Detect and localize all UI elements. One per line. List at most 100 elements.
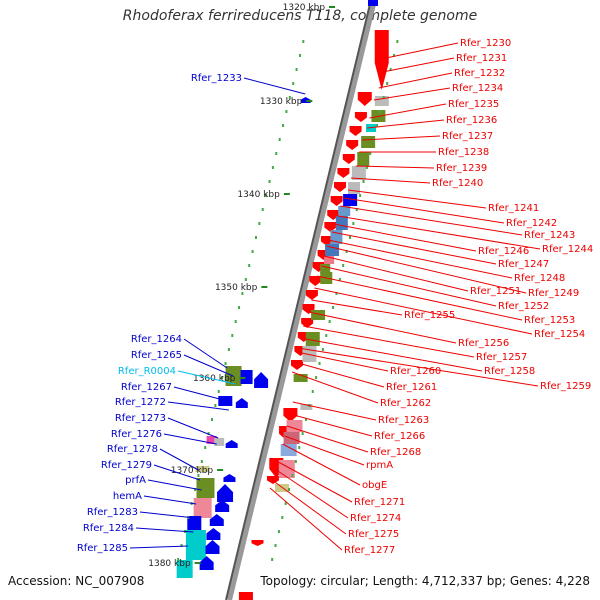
right-label-leader <box>282 443 361 486</box>
forward-gene-arrow <box>205 540 220 554</box>
grid-dot <box>355 208 358 211</box>
right-label-leader <box>378 72 453 89</box>
grid-dot <box>197 474 200 477</box>
left-gene-label: Rfer_1265 <box>131 350 182 361</box>
right-gene-label: Rfer_1243 <box>524 230 575 241</box>
grid-dot <box>325 334 328 337</box>
grid-dot <box>359 194 362 197</box>
right-gene-label: Rfer_1274 <box>350 513 401 524</box>
forward-gene-arrow <box>217 484 234 502</box>
grid-dot <box>304 418 307 421</box>
right-label-leader <box>327 239 513 279</box>
left-gene-label: Rfer_1279 <box>101 460 152 471</box>
feature-block <box>357 152 370 166</box>
left-label-leader <box>139 511 195 519</box>
right-label-leader <box>326 245 527 294</box>
right-label-leader <box>278 461 353 503</box>
feature-block <box>187 516 202 530</box>
feature-block <box>193 498 212 518</box>
right-gene-label: Rfer_1277 <box>344 545 395 556</box>
reverse-gene-arrow <box>283 408 298 422</box>
feature-block <box>351 166 366 180</box>
feature-block <box>338 206 351 216</box>
right-gene-label: Rfer_1256 <box>458 338 509 349</box>
grid-dot <box>238 306 241 309</box>
accession-label: Accession: NC_007908 <box>8 574 145 588</box>
grid-dot <box>231 334 234 337</box>
grid-dot <box>352 222 355 225</box>
feature-block <box>300 404 313 410</box>
feature-block <box>176 560 193 578</box>
right-gene-label: Rfer_1240 <box>432 178 483 189</box>
grid-dot <box>271 166 274 169</box>
left-label-leader <box>243 77 306 95</box>
grid-dot <box>261 208 264 211</box>
grid-dot <box>277 530 280 533</box>
grid-dot <box>369 152 372 155</box>
map-title: Rhodoferax ferrireducens T118, complete … <box>122 8 478 24</box>
grid-dot <box>294 460 297 463</box>
right-label-leader <box>297 347 539 387</box>
feature-block <box>293 374 308 382</box>
reverse-gene-arrow <box>349 126 362 136</box>
feature-block <box>324 256 335 264</box>
right-label-leader <box>317 275 523 321</box>
feature-block <box>280 444 297 456</box>
left-label-leader <box>183 338 228 369</box>
left-gene-label: Rfer_1267 <box>121 382 172 393</box>
left-label-leader <box>135 527 194 533</box>
feature-block <box>305 332 320 346</box>
right-gene-label: Rfer_1260 <box>390 366 441 377</box>
left-label-leader <box>167 401 229 411</box>
reverse-gene-arrow <box>374 30 389 90</box>
grid-dot <box>321 348 324 351</box>
kbp-tick-label: 1330 kbp <box>260 97 303 107</box>
right-label-leader <box>373 87 451 101</box>
right-label-leader <box>294 361 385 388</box>
forward-gene-arrow <box>235 398 248 408</box>
left-label-leader <box>167 417 219 439</box>
left-gene-label: Rfer_R0004 <box>118 366 176 377</box>
left-gene-label: Rfer_1284 <box>83 523 134 534</box>
grid-dot <box>265 194 268 197</box>
grid-dot <box>302 40 305 43</box>
left-label-leader <box>163 433 217 445</box>
left-gene-label: hemA <box>113 491 142 502</box>
grid-dot <box>200 460 203 463</box>
grid-dot <box>295 68 298 71</box>
left-gene-label: Rfer_1278 <box>107 444 158 455</box>
right-gene-label: Rfer_1234 <box>452 83 503 94</box>
reverse-gene-arrow <box>305 290 318 300</box>
grid-dot <box>301 432 304 435</box>
feature-block <box>196 478 215 498</box>
reverse-gene-arrow <box>251 540 264 546</box>
left-label-leader <box>183 354 234 377</box>
left-label-leader <box>177 370 236 385</box>
grid-dot <box>281 516 284 519</box>
grid-dot <box>338 278 341 281</box>
right-label-leader <box>331 231 497 265</box>
grid-dot <box>376 124 379 127</box>
grid-dot <box>177 558 180 561</box>
right-gene-label: rpmA <box>366 460 393 471</box>
grid-dot <box>332 306 335 309</box>
grid-dot <box>254 236 257 239</box>
feature-block <box>238 592 253 600</box>
grid-dot <box>180 544 183 547</box>
grid-dot <box>328 320 331 323</box>
grid-dot <box>204 446 207 449</box>
right-label-leader <box>385 42 459 59</box>
feature-block <box>214 438 225 446</box>
right-gene-label: Rfer_1257 <box>476 352 527 363</box>
right-gene-label: Rfer_1242 <box>506 218 557 229</box>
right-gene-label: Rfer_1237 <box>442 131 493 142</box>
grid-dot <box>342 264 345 267</box>
reverse-gene-arrow <box>309 276 322 286</box>
grid-dot <box>396 40 399 43</box>
grid-dot <box>379 110 382 113</box>
backbone-line <box>226 0 377 600</box>
right-gene-label: Rfer_1235 <box>448 99 499 110</box>
grid-dot <box>298 54 301 57</box>
right-label-leader <box>303 325 475 358</box>
right-gene-label: Rfer_1261 <box>386 382 437 393</box>
